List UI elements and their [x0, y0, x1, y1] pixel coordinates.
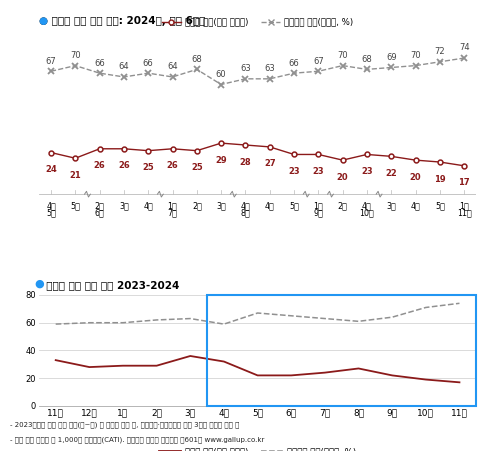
- Text: 68: 68: [191, 55, 202, 64]
- Text: 60: 60: [216, 70, 226, 79]
- Text: 22: 22: [385, 169, 397, 178]
- Text: 27: 27: [264, 159, 276, 168]
- Text: 5월: 5월: [46, 208, 56, 217]
- Text: - 매주 전국 유권자 약 1,000명 전화조사(CATI). 한국갤럽 데일리 오피니언 제601호 www.gallup.co.kr: - 매주 전국 유권자 약 1,000명 전화조사(CATI). 한국갤럽 데일…: [10, 436, 264, 443]
- Text: 24: 24: [45, 165, 57, 174]
- Text: 6월: 6월: [95, 208, 104, 217]
- Text: 2주: 2주: [338, 202, 347, 211]
- Text: 9월: 9월: [313, 208, 323, 217]
- Text: ●: ●: [35, 278, 44, 288]
- Text: ● 대통령 직무 수행 평가: 2024년, 최근 6개월: ● 대통령 직무 수행 평가: 2024년, 최근 6개월: [39, 16, 205, 26]
- Text: 66: 66: [143, 59, 154, 68]
- Text: 64: 64: [167, 62, 178, 71]
- Text: 23: 23: [312, 167, 324, 176]
- Text: 67: 67: [313, 57, 324, 66]
- Text: 70: 70: [70, 51, 81, 60]
- Text: 29: 29: [215, 156, 227, 165]
- Text: 70: 70: [410, 51, 421, 60]
- Text: 72: 72: [434, 47, 445, 56]
- Text: ●: ●: [39, 16, 48, 26]
- Text: 2주: 2주: [95, 202, 104, 211]
- Text: 25: 25: [142, 163, 154, 172]
- Text: 1주: 1주: [313, 202, 323, 211]
- Text: 1주: 1주: [459, 202, 469, 211]
- Text: 19: 19: [434, 175, 446, 184]
- Text: 23: 23: [361, 167, 373, 176]
- Text: 70: 70: [337, 51, 348, 60]
- Text: 4주: 4주: [143, 202, 153, 211]
- Text: 7월: 7월: [168, 208, 177, 217]
- Text: 69: 69: [386, 53, 397, 62]
- Text: 4주: 4주: [46, 202, 56, 211]
- Text: 5주: 5주: [435, 202, 445, 211]
- Text: 17: 17: [458, 178, 470, 187]
- Text: 4주: 4주: [265, 202, 275, 211]
- Text: 26: 26: [94, 161, 105, 170]
- Text: 64: 64: [119, 62, 129, 71]
- Text: 20: 20: [337, 173, 348, 182]
- Text: 3주: 3주: [216, 202, 226, 211]
- Text: 20: 20: [410, 173, 421, 182]
- Legend: 잘하고 있다(직무 긍정률), 잘못하고 있다(부정률, %): 잘하고 있다(직무 긍정률), 잘못하고 있다(부정률, %): [156, 443, 360, 451]
- Text: 4주: 4주: [241, 202, 250, 211]
- Text: 5주: 5주: [289, 202, 299, 211]
- Text: 10월: 10월: [360, 208, 374, 217]
- Text: 63: 63: [240, 64, 251, 73]
- Text: 5주: 5주: [70, 202, 80, 211]
- Text: 25: 25: [191, 163, 203, 172]
- Text: 1주: 1주: [168, 202, 177, 211]
- Text: 68: 68: [362, 55, 372, 64]
- Text: 3주: 3주: [386, 202, 396, 211]
- Text: 66: 66: [289, 59, 299, 68]
- Text: 26: 26: [118, 161, 130, 170]
- Text: 63: 63: [264, 64, 275, 73]
- Text: 2주: 2주: [192, 202, 202, 211]
- Text: 4주: 4주: [362, 202, 372, 211]
- Text: 8월: 8월: [241, 208, 250, 217]
- Text: 66: 66: [94, 59, 105, 68]
- Bar: [207, 295, 476, 406]
- Text: 28: 28: [240, 157, 251, 166]
- Text: 4주: 4주: [411, 202, 420, 211]
- Text: 11월: 11월: [457, 208, 471, 217]
- Legend: 잘하고 있다(직무 긍정률), 잘못하고 있다(부정률, %): 잘하고 있다(직무 긍정률), 잘못하고 있다(부정률, %): [158, 14, 357, 30]
- Text: 67: 67: [46, 57, 56, 66]
- Text: 21: 21: [69, 171, 81, 180]
- Text: - 2023년부터 주중 조사 기간(화~목) 중 휴우일 포함 시, 연말연시·여름휴가철 각각 3주간 데일리 조사 쉼: - 2023년부터 주중 조사 기간(화~목) 중 휴우일 포함 시, 연말연시…: [10, 422, 239, 428]
- Text: 23: 23: [288, 167, 300, 176]
- Text: 3주: 3주: [119, 202, 129, 211]
- Text: 대통령 직무 수행 평가 2023-2024: 대통령 직무 수행 평가 2023-2024: [39, 280, 179, 290]
- Text: 26: 26: [167, 161, 178, 170]
- Text: 74: 74: [459, 43, 469, 52]
